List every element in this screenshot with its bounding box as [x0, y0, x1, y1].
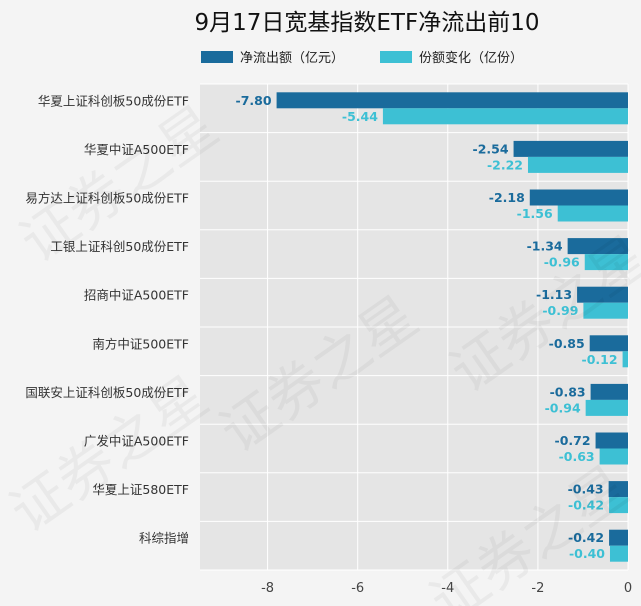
bar-series2: [622, 351, 628, 368]
category-label: 广发中证A500ETF: [84, 434, 189, 449]
x-tick-label: -4: [441, 581, 454, 596]
data-label: -0.99: [542, 303, 578, 318]
bar-series1: [577, 286, 628, 303]
bar-series2: [583, 302, 628, 319]
x-tick-label: -2: [531, 581, 544, 596]
category-label: 国联安上证科创板50成份ETF: [25, 385, 189, 400]
x-tick-label: -8: [261, 581, 274, 596]
legend-label: 净流出额（亿元）: [240, 51, 344, 66]
data-label: -0.40: [569, 546, 605, 561]
data-label: -0.43: [568, 482, 604, 497]
x-axis-ticks: -8 -6 -4 -2 0: [261, 581, 632, 596]
bar-series2: [585, 399, 628, 416]
category-label: 华夏上证580ETF: [92, 482, 189, 497]
bars: -7.80 -5.44 -2.54-2.22 -2.18-1.56 -1.34-0.96…: [236, 92, 628, 562]
data-label: -0.42: [568, 498, 604, 513]
category-label: 华夏中证A500ETF: [84, 142, 189, 157]
legend-label: 份额变化（亿份）: [419, 50, 523, 66]
bar-series2: [609, 497, 628, 514]
data-label: -5.44: [342, 109, 378, 124]
data-label: -1.34: [527, 239, 563, 254]
bar-series1: [595, 432, 628, 449]
grid-lines: [200, 83, 629, 571]
data-label: -0.83: [550, 384, 586, 399]
category-label: 招商中证A500ETF: [84, 288, 189, 303]
data-label: -2.22: [487, 157, 523, 172]
bar-series1: [608, 481, 628, 498]
data-label: -7.80: [236, 93, 272, 108]
category-label: 易方达上证科创板50成份ETF: [25, 191, 189, 206]
bar-series1: [567, 238, 628, 255]
bar-series2: [584, 254, 628, 271]
bar-series2: [609, 545, 628, 562]
data-label: -0.96: [544, 255, 580, 270]
category-label: 科综指增: [139, 531, 189, 546]
data-label: -0.85: [549, 336, 585, 351]
data-label: -1.56: [517, 206, 553, 221]
data-label: -2.54: [473, 141, 509, 156]
legend-swatch: [380, 51, 412, 63]
data-label: -2.18: [489, 190, 525, 205]
bar-series1: [589, 335, 628, 352]
bar-series1: [529, 189, 628, 206]
data-label: -0.63: [559, 449, 595, 464]
data-label: -1.13: [536, 287, 572, 302]
data-label: -0.72: [555, 433, 591, 448]
data-label: -0.94: [545, 400, 581, 415]
bar-series2: [527, 156, 628, 173]
bar-series1: [590, 383, 628, 400]
chart-legend: 净流出额（亿元） 份额变化（亿份）: [201, 50, 523, 66]
bar-series1: [513, 140, 628, 157]
legend-swatch: [201, 51, 233, 63]
bar-series1: [276, 92, 628, 109]
category-labels: 华夏上证科创板50成份ETF 华夏中证A500ETF 易方达上证科创板50成份ETF…: [25, 93, 189, 545]
bar-series1: [609, 529, 628, 546]
x-tick-label: 0: [624, 581, 632, 596]
category-label: 南方中证500ETF: [92, 336, 189, 351]
data-label: -0.42: [568, 530, 604, 545]
bar-series2: [557, 205, 628, 222]
bar-series2: [599, 448, 628, 465]
x-tick-label: -6: [351, 581, 364, 596]
category-label: 华夏上证科创板50成份ETF: [38, 93, 189, 108]
bar-series2: [382, 108, 628, 125]
chart-title: 9月17日宽基指数ETF净流出前10: [195, 10, 540, 36]
category-label: 工银上证科创50成份ETF: [50, 239, 189, 254]
data-label: -0.12: [582, 352, 618, 367]
